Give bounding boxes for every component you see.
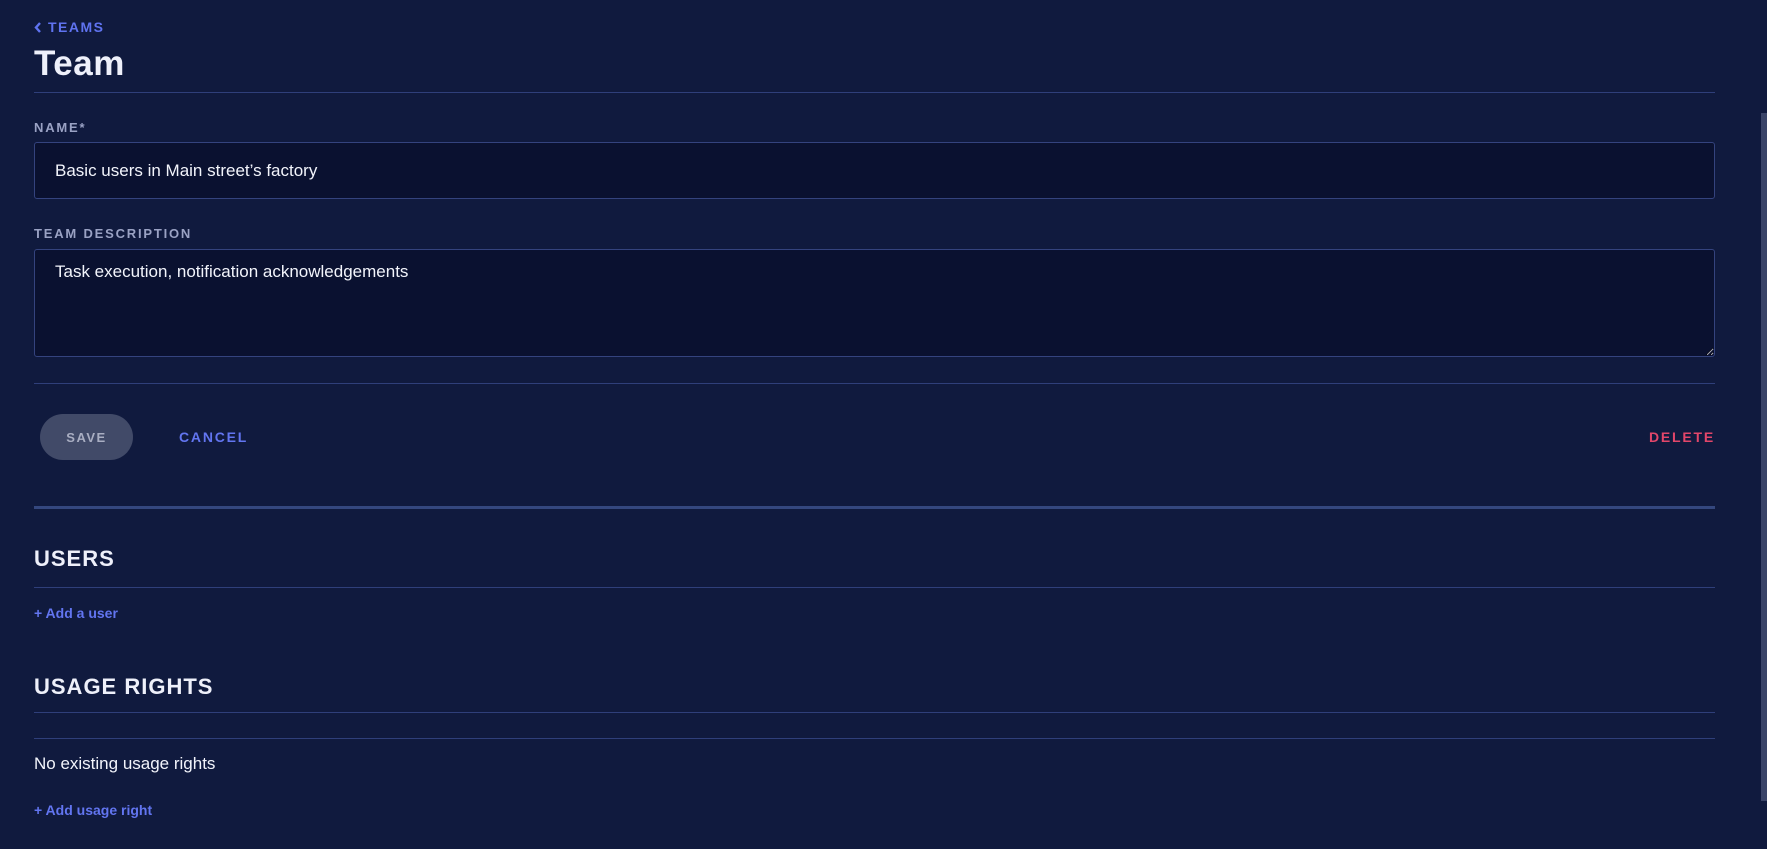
description-textarea[interactable]: Task execution, notification acknowledge…	[34, 249, 1715, 357]
scrollbar-thumb[interactable]	[1761, 113, 1767, 801]
no-usage-rights-text: No existing usage rights	[34, 754, 216, 773]
section-divider	[34, 506, 1715, 509]
page-title: Team	[34, 44, 125, 83]
divider	[34, 587, 1715, 588]
cancel-button[interactable]: CANCEL	[179, 429, 249, 445]
users-heading: USERS	[34, 546, 115, 571]
usage-rights-heading: USAGE RIGHTS	[34, 674, 214, 699]
divider	[34, 383, 1715, 384]
description-label: TEAM DESCRIPTION	[34, 226, 193, 241]
back-to-teams-link[interactable]: TEAMS	[34, 19, 105, 35]
divider	[34, 92, 1715, 93]
back-label: TEAMS	[48, 19, 105, 35]
chevron-left-icon	[34, 21, 41, 33]
add-user-link[interactable]: + Add a user	[34, 605, 118, 621]
name-input[interactable]	[34, 142, 1715, 199]
save-button[interactable]: SAVE	[40, 414, 133, 460]
name-label: NAME*	[34, 120, 87, 135]
divider	[34, 738, 1715, 739]
divider	[34, 712, 1715, 713]
delete-button[interactable]: DELETE	[1648, 429, 1715, 445]
add-usage-right-link[interactable]: + Add usage right	[34, 802, 153, 818]
